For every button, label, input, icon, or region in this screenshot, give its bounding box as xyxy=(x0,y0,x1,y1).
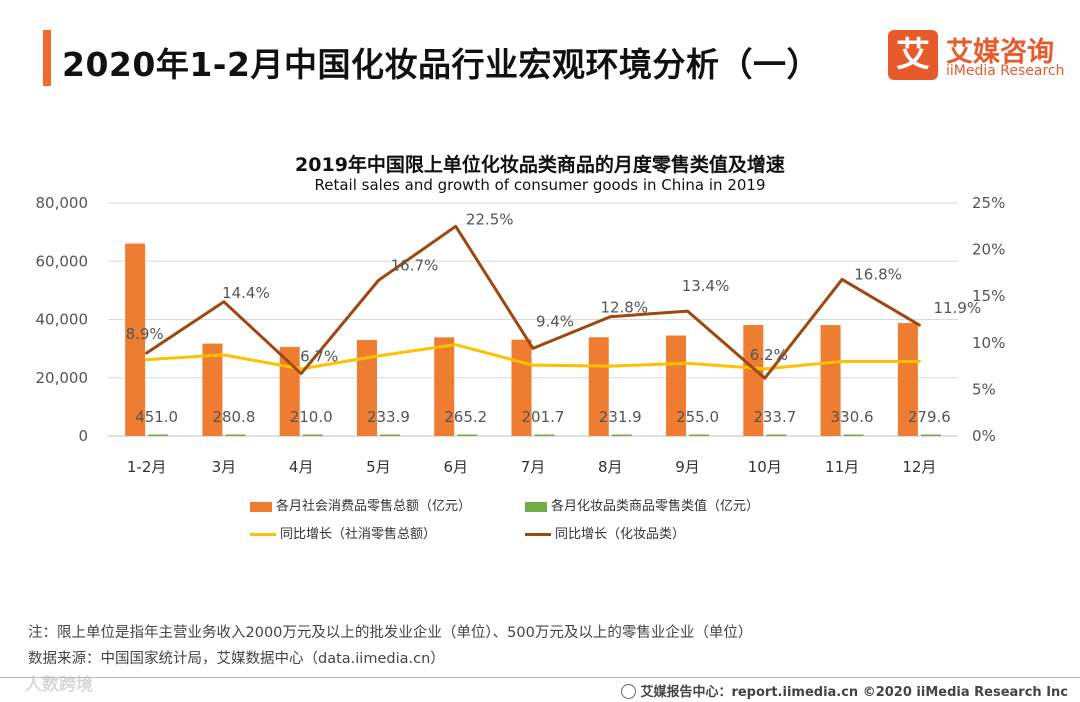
x-axis-tick: 9月 xyxy=(675,458,700,476)
chart-note: 注：限上单位是指年主营业务收入2000万元及以上的批发业企业（单位）、500万元… xyxy=(28,625,753,641)
line-cosmetics-growth xyxy=(145,224,921,380)
data-label-cosmetics-growth: 9.4% xyxy=(536,312,574,330)
legend-item-retail-growth: 同比增长（社消零售总额） xyxy=(250,523,436,542)
right-axis-tick: 15% xyxy=(972,287,1005,305)
logo-en-text: iiMedia Research xyxy=(946,63,1065,79)
legend-item-retail-total: 各月社会消费品零售总额（亿元） xyxy=(250,495,471,514)
data-label-cosmetics-growth: 8.9% xyxy=(126,325,164,343)
bar-cosmetics xyxy=(920,434,941,436)
bar-cosmetics xyxy=(457,434,478,436)
data-label-cosmetics: 265.2 xyxy=(444,408,487,426)
data-label-cosmetics: 233.9 xyxy=(367,408,410,426)
bar-cosmetics xyxy=(689,434,710,436)
page-title: 2020年1-2月中国化妆品行业宏观环境分析（一） xyxy=(62,45,820,84)
title-accent-bar xyxy=(43,30,51,86)
x-axis-tick: 7月 xyxy=(521,458,546,476)
footer-divider xyxy=(0,677,1080,678)
data-label-cosmetics-growth: 12.8% xyxy=(600,299,648,317)
legend-item-cosmetics: 各月化妆品类商品零售类值（亿元） xyxy=(525,495,759,514)
logo-cn-text: 艾媒咨询 xyxy=(946,37,1054,68)
data-label-cosmetics: 201.7 xyxy=(522,408,565,426)
data-source: 数据来源：中国国家统计局，艾媒数据中心（data.iimedia.cn） xyxy=(28,651,445,667)
legend-item-cosmetics-growth: 同比增长（化妆品类） xyxy=(525,523,685,542)
data-label-cosmetics-growth: 6.7% xyxy=(300,348,338,366)
bar-retail-total xyxy=(588,337,609,436)
left-axis-tick: 60,000 xyxy=(36,252,89,270)
x-axis-tick: 4月 xyxy=(289,458,314,476)
data-label-cosmetics-growth: 16.7% xyxy=(391,256,439,274)
data-label-cosmetics: 231.9 xyxy=(599,408,642,426)
bar-cosmetics xyxy=(766,434,787,436)
data-label-cosmetics-growth: 22.5% xyxy=(466,210,514,228)
data-label-cosmetics: 280.8 xyxy=(212,408,255,426)
legend-label-cosmetics: 各月化妆品类商品零售类值（亿元） xyxy=(551,499,760,514)
x-axis-tick: 3月 xyxy=(212,458,237,476)
left-axis-tick: 20,000 xyxy=(36,369,89,387)
footer-text: 艾媒报告中心：report.iimedia.cn ©2020 iiMedia R… xyxy=(640,685,1068,700)
bar-retail-total xyxy=(897,323,918,436)
bar-retail-total xyxy=(820,325,841,436)
x-axis-tick: 12月 xyxy=(902,458,936,476)
bar-cosmetics xyxy=(611,434,632,436)
line-retail-growth xyxy=(145,343,921,371)
chart-title: 2019年中国限上单位化妆品类商品的月度零售类值及增速 xyxy=(295,154,785,176)
footer: 艾媒报告中心：report.iimedia.cn ©2020 iiMedia R… xyxy=(621,681,1068,700)
data-label-cosmetics-growth: 14.4% xyxy=(222,284,270,302)
data-label-cosmetics-growth: 13.4% xyxy=(682,277,730,295)
x-axis-tick: 5月 xyxy=(366,458,391,476)
iimedia-logo: 艾 艾媒咨询 iiMedia Research xyxy=(888,30,1066,84)
bar-retail-total xyxy=(743,325,764,436)
bar-cosmetics xyxy=(148,434,169,436)
bar-retail-total xyxy=(434,337,455,436)
left-axis-tick: 40,000 xyxy=(36,311,89,329)
data-label-cosmetics-growth: 6.2% xyxy=(750,346,788,364)
bar-cosmetics xyxy=(379,434,400,436)
right-axis-tick: 25% xyxy=(972,194,1005,212)
watermark: 人数跨境 xyxy=(8,675,93,695)
bar-retail-total xyxy=(666,335,687,436)
bar-cosmetics xyxy=(225,434,246,436)
bar-retail-total xyxy=(125,243,146,436)
left-axis-tick: 0 xyxy=(78,427,88,445)
bar-retail-total xyxy=(202,343,223,436)
legend-label-retail-total: 各月社会消费品零售总额（亿元） xyxy=(276,499,472,514)
bar-retail-total xyxy=(356,340,377,436)
legend-swatch-green xyxy=(525,501,547,512)
data-label-cosmetics-growth: 16.8% xyxy=(854,265,902,283)
right-axis-tick: 20% xyxy=(972,241,1005,259)
data-label-cosmetics: 451.0 xyxy=(135,408,178,426)
chart-subtitle: Retail sales and growth of consumer good… xyxy=(314,176,766,194)
x-axis-tick: 1-2月 xyxy=(127,458,167,476)
data-label-cosmetics: 330.6 xyxy=(831,408,874,426)
x-axis-tick: 6月 xyxy=(443,458,468,476)
right-axis-tick: 10% xyxy=(972,334,1005,352)
left-axis-tick: 80,000 xyxy=(36,194,89,212)
right-axis-tick: 0% xyxy=(972,427,996,445)
legend-label-cosmetics-growth: 同比增长（化妆品类） xyxy=(555,527,686,542)
x-axis-tick: 10月 xyxy=(748,458,782,476)
legend-line-brown xyxy=(525,533,551,536)
x-axis-tick: 8月 xyxy=(598,458,623,476)
right-axis-tick: 5% xyxy=(972,380,996,398)
logo-mark: 艾 xyxy=(888,30,938,80)
data-label-cosmetics: 255.0 xyxy=(676,408,719,426)
globe-icon xyxy=(621,684,637,699)
legend-label-retail-growth: 同比增长（社消零售总额） xyxy=(280,527,437,542)
bar-cosmetics xyxy=(534,434,555,436)
bar-cosmetics xyxy=(302,434,323,436)
x-axis-tick: 11月 xyxy=(825,458,859,476)
legend-line-yellow xyxy=(250,533,276,536)
data-label-cosmetics: 233.7 xyxy=(753,408,796,426)
data-label-cosmetics: 279.6 xyxy=(908,408,951,426)
data-label-cosmetics-growth: 11.9% xyxy=(934,299,982,317)
legend-swatch-orange xyxy=(250,501,272,512)
data-label-cosmetics: 210.0 xyxy=(290,408,333,426)
bar-cosmetics xyxy=(843,434,864,436)
